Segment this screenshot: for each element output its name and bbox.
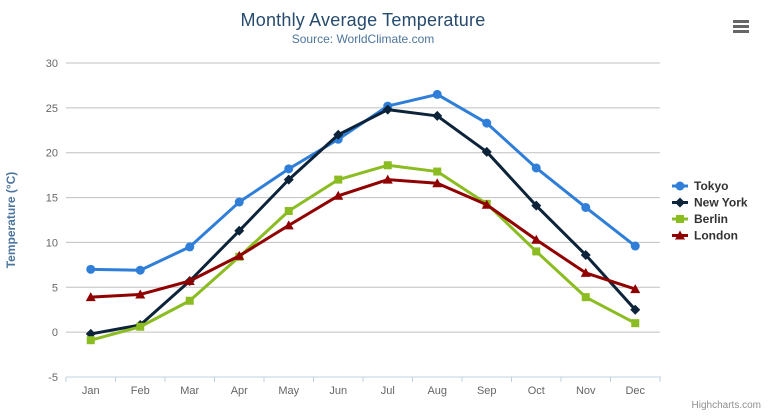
x-axis-tick-label: Apr — [231, 385, 248, 397]
series-point-london — [283, 220, 294, 230]
series-point-new-york — [382, 104, 393, 115]
series-point-tokyo — [482, 118, 492, 128]
series-berlin — [86, 161, 640, 345]
credits-link[interactable]: Highcharts.com — [691, 400, 761, 411]
menu-bar — [733, 20, 749, 23]
y-axis-title: Temperature (°C) — [4, 172, 18, 269]
series-point-berlin — [433, 167, 442, 176]
series-point-london — [432, 178, 443, 188]
legend-label: New York — [694, 196, 748, 210]
series-point-tokyo — [185, 242, 195, 252]
series-tokyo — [86, 89, 640, 275]
legend-item-london[interactable]: London — [672, 229, 738, 243]
legend-item-new-york[interactable]: New York — [672, 196, 748, 210]
x-axis-tick-label: Mar — [180, 385, 199, 397]
chart-subtitle: Source: WorldClimate.com — [291, 32, 435, 46]
y-axis-tick-label: 15 — [46, 193, 58, 205]
chart-title: Monthly Average Temperature — [240, 10, 486, 30]
legend-label: London — [694, 229, 738, 243]
series-point-tokyo — [432, 89, 442, 99]
legend-symbol-triangle — [675, 230, 685, 240]
series-point-berlin — [284, 207, 293, 216]
x-axis-tick-label: Feb — [131, 385, 150, 397]
series-point-berlin — [631, 319, 640, 328]
series-point-london — [135, 289, 146, 299]
series-point-berlin — [532, 247, 541, 256]
series-point-london — [630, 284, 641, 294]
x-axis-tick-label: Oct — [528, 385, 545, 397]
series-point-berlin — [185, 296, 194, 305]
x-axis-tick-label: Jul — [381, 385, 395, 397]
x-axis-tick-label: Jun — [329, 385, 347, 397]
series-point-london — [333, 190, 344, 200]
series-point-berlin — [136, 322, 145, 331]
export-menu-icon[interactable] — [733, 20, 749, 33]
y-axis-tick-label: -5 — [48, 372, 58, 384]
series-line-london — [89, 178, 637, 299]
x-axis-tick-label: Jan — [82, 385, 100, 397]
series-point-tokyo — [630, 241, 640, 251]
series-point-london — [580, 267, 591, 277]
series-point-new-york — [283, 174, 294, 185]
x-axis-tick-label: Aug — [427, 385, 447, 397]
series-point-tokyo — [284, 164, 294, 174]
series-point-london — [531, 234, 542, 244]
y-axis-tick-label: 25 — [46, 103, 58, 115]
x-axis-tick-label: Sep — [477, 385, 497, 397]
series-line-berlin — [89, 163, 637, 342]
menu-bar — [733, 25, 749, 28]
series-line-new-york — [89, 108, 637, 336]
legend-label: Berlin — [694, 212, 728, 226]
series-point-new-york — [333, 129, 344, 140]
series-point-new-york — [531, 200, 542, 211]
legend-symbol-square — [676, 215, 684, 223]
y-axis-tick-label: 5 — [52, 282, 58, 294]
legend-item-tokyo[interactable]: Tokyo — [672, 179, 728, 193]
series-point-new-york — [234, 225, 245, 236]
x-axis-tick-label: Nov — [576, 385, 596, 397]
y-axis-tick-label: 30 — [46, 58, 58, 70]
series-point-new-york — [481, 146, 492, 157]
series-point-london — [382, 174, 393, 184]
legend-item-berlin[interactable]: Berlin — [672, 212, 728, 226]
y-axis-tick-label: 20 — [46, 148, 58, 160]
series-point-berlin — [334, 175, 343, 184]
menu-bar — [733, 30, 749, 33]
series-point-tokyo — [135, 265, 145, 275]
series-point-london — [234, 250, 245, 260]
series-point-new-york — [630, 304, 641, 315]
legend-symbol-circle — [675, 181, 685, 191]
x-axis-tick-label: May — [278, 385, 299, 397]
series-point-tokyo — [234, 197, 244, 207]
series-point-london — [481, 199, 492, 209]
series-point-london — [85, 292, 96, 302]
series-point-new-york — [580, 249, 591, 260]
series-point-berlin — [581, 293, 590, 302]
series-point-tokyo — [581, 202, 591, 212]
series-london — [85, 174, 641, 302]
y-axis-tick-label: 0 — [52, 327, 58, 339]
series-point-london — [184, 276, 195, 286]
series-new-york — [85, 104, 641, 339]
series-point-berlin — [86, 336, 95, 345]
series-point-tokyo — [86, 264, 96, 274]
series-point-tokyo — [531, 163, 541, 173]
x-axis-tick-label: Dec — [625, 385, 645, 397]
legend-label: Tokyo — [694, 179, 728, 193]
series-point-new-york — [432, 110, 443, 121]
series-point-berlin — [383, 161, 392, 170]
legend-symbol-diamond — [675, 197, 685, 208]
y-axis-tick-label: 10 — [46, 237, 58, 249]
